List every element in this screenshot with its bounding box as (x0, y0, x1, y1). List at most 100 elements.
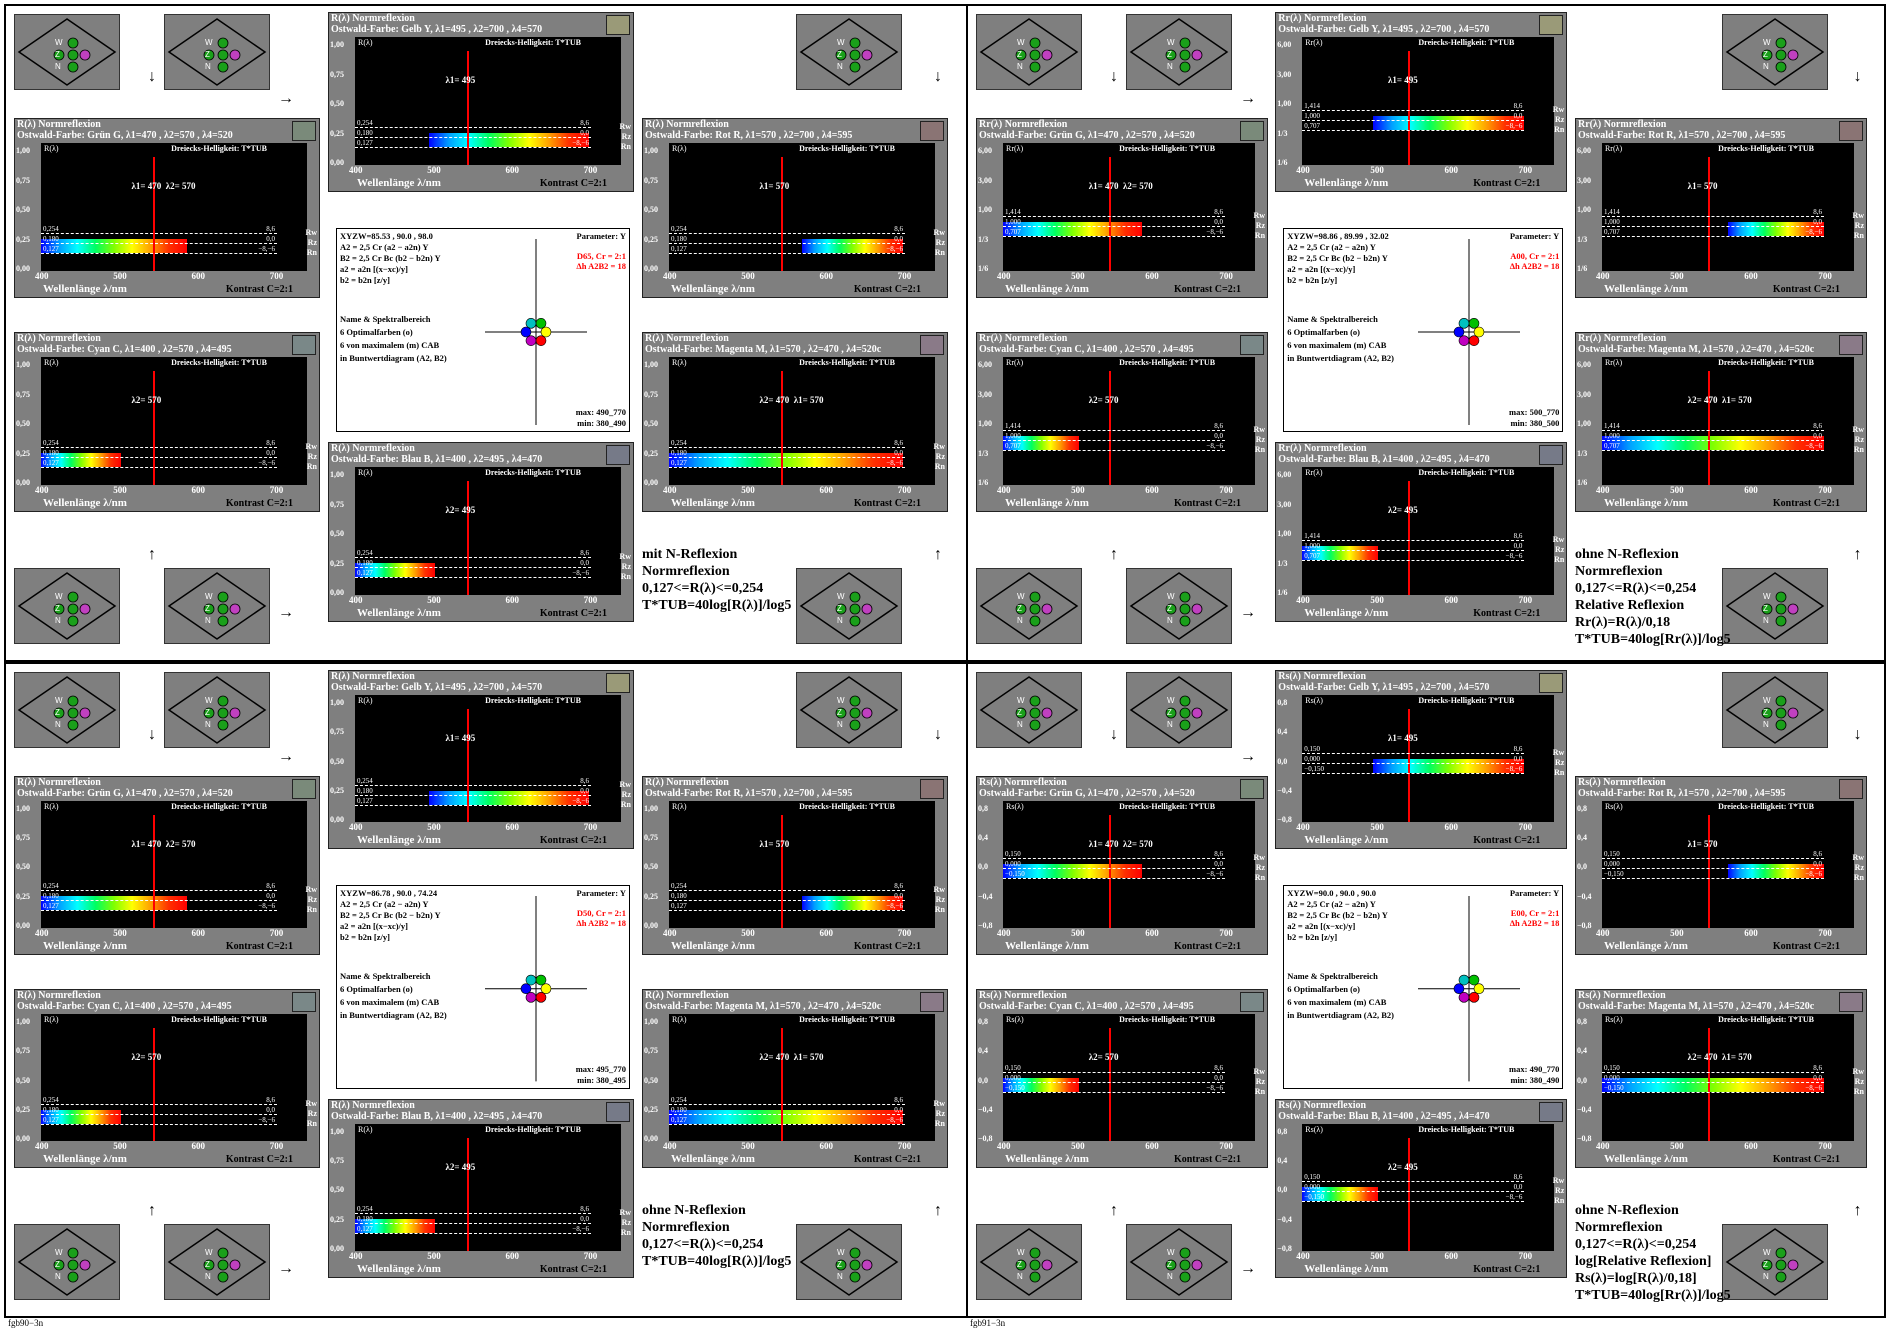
r-label: Rz (621, 562, 631, 571)
node-circle (217, 61, 229, 73)
reference-value: 1,414 (1304, 102, 1321, 111)
spectrum-band (1727, 864, 1824, 879)
spectrum-band (669, 1109, 904, 1124)
lambda-label: λ2= 495 (445, 1161, 476, 1172)
icon-node-label: W (1763, 696, 1771, 705)
caption-line: Relative Reflexion (1574, 598, 1685, 613)
r-value: 0,0 (1513, 542, 1523, 551)
icon-node-label: N (1017, 720, 1023, 729)
x-axis-label: Wellenlänge λ/nm (357, 1263, 441, 1276)
x-tick-label: 500 (741, 271, 755, 281)
x-tick-label: 500 (1071, 928, 1085, 939)
reference-value: 0,180 (357, 129, 373, 137)
diamond-icon: WZN (799, 18, 899, 86)
icon-node-label: N (837, 1272, 843, 1281)
node-circle (1029, 49, 1041, 61)
reference-line (1003, 858, 1226, 860)
x-axis-label: Wellenlänge λ/nm (1005, 497, 1089, 509)
plot-area: Dreiecks-Helligkeit: T*TUB R(λ) λ2= 495 0,2… (355, 1123, 621, 1252)
r-value: −8,−6 (258, 1115, 275, 1124)
r-label: Rn (1254, 873, 1266, 883)
node-circle (1775, 615, 1787, 627)
chart-panel-c: R(λ) Normreflexion Ostwald-Farbe: Cyan C,… (14, 989, 320, 1169)
node-circle (67, 695, 79, 707)
lambda-label: λ1= 495 (1387, 75, 1418, 86)
icon-node-label: W (55, 38, 63, 47)
x-axis-label: Wellenlänge λ/nm (1304, 834, 1389, 847)
y-tick-label: 1,00 (644, 803, 658, 813)
dreiecks-helligkeit-label: Dreiecks-Helligkeit: T*TUB (799, 144, 895, 153)
x-tick-label: 400 (997, 485, 1011, 495)
x-tick-label: 400 (663, 1141, 677, 1152)
reference-value: −0,150 (1304, 764, 1324, 773)
chart-panel-c: Rr(λ) Normreflexion Ostwald-Farbe: Cyan C… (976, 332, 1269, 512)
diamond-icon: WZN (799, 1228, 899, 1296)
r-value: −8,−6 (572, 139, 589, 147)
icon-node-label: W (205, 1248, 213, 1257)
reference-value: 0,150 (1005, 1063, 1021, 1072)
y-tick-label: 3,00 (978, 175, 992, 185)
x-tick-label: 500 (1370, 822, 1384, 833)
plot-area: Dreiecks-Helligkeit: T*TUB Rs(λ) λ1= 495 0,… (1302, 695, 1555, 823)
panel-title: Rr(λ) Normreflexion (1278, 443, 1367, 454)
spectrum-band (429, 790, 590, 805)
hue-circle (535, 335, 547, 346)
node-circle (1015, 49, 1027, 61)
x-tick-label: 700 (1219, 485, 1233, 495)
y-tick-label: 0,8 (1576, 1017, 1587, 1026)
node-circle (1179, 603, 1191, 615)
x-tick-label: 500 (1670, 1141, 1684, 1152)
y-axis-label: R(λ) (44, 144, 59, 153)
r-value: 0,0 (580, 786, 589, 795)
y-tick-label: 1/6 (1576, 478, 1588, 487)
x-tick-label: 500 (1071, 485, 1085, 495)
y-axis-label: Rr(λ) (1006, 358, 1024, 367)
lambda-marker-line (1408, 709, 1411, 823)
flow-arrow: ↑ (148, 546, 156, 563)
flow-arrow: ↑ (934, 546, 942, 563)
r-label: Rn (1853, 231, 1864, 241)
reference-value: 0,127 (43, 902, 59, 911)
reference-value: 0,707 (1304, 552, 1321, 561)
reference-value: 0,127 (671, 902, 687, 911)
info-line: in Buntwertdiagram (A2, B2) (1287, 353, 1395, 363)
r-value: 8,6 (580, 549, 589, 557)
diamond-icon: WZN (167, 572, 267, 640)
color-wheel-diagram (485, 896, 587, 1082)
info-line: A2 = 2,5 Cr (a2 − a2n) Y (340, 242, 429, 252)
panel-subtitle: Ostwald-Farbe: Grün G, λ1=470 , λ2=570 ,… (17, 130, 233, 141)
icon-node-label: Z (1167, 604, 1172, 613)
info-line: in Buntwertdiagram (A2, B2) (1287, 1010, 1395, 1021)
caption-line: 0,127<=R(λ)<=0,254 (1574, 581, 1697, 596)
r-label: Rn (1554, 125, 1565, 135)
x-tick-label: 600 (819, 271, 833, 281)
dh-label: Δh A2B2 = 18 (1509, 918, 1560, 929)
chart-panel-m: Rs(λ) Normreflexion Ostwald-Farbe: Magent… (1574, 989, 1867, 1169)
icon-node-label: Z (837, 50, 842, 59)
r-label: Rw (1852, 211, 1864, 221)
r-label: Rz (621, 1218, 631, 1228)
color-swatch (1539, 673, 1564, 693)
plot-area: Dreiecks-Helligkeit: T*TUB R(λ) λ1= 495 0,2… (355, 37, 621, 165)
hue-circle (535, 318, 547, 329)
spectrum-band (1003, 222, 1142, 237)
reference-line (669, 253, 905, 254)
caption-line: Rr(λ)=R(λ)/0,18 (1574, 615, 1671, 630)
hue-circle (1459, 975, 1470, 986)
contrast-label: Kontrast C=2:1 (1772, 941, 1840, 953)
x-tick-label: 600 (1744, 271, 1758, 281)
info-line: XYZW=98.86 , 89.99 , 32.02 (1287, 231, 1389, 241)
y-axis-label: R(λ) (672, 144, 687, 153)
node-circle (1179, 1247, 1191, 1259)
reference-value: 1,414 (1005, 208, 1021, 217)
lambda-label: λ1= 495 (445, 75, 476, 86)
icon-node-label: W (1167, 1248, 1175, 1257)
hue-circle (525, 975, 537, 986)
x-tick-label: 400 (35, 928, 49, 939)
min-label: min: 380_500 (1510, 418, 1560, 428)
y-tick-label: 1,00 (16, 360, 30, 369)
info-line: B2 = 2,5 Cr Bc (b2 − b2n) Y (1287, 253, 1388, 263)
y-tick-label: 0,00 (644, 921, 658, 931)
figure-block: W Z N W Z N W Z N W Z N W Z N W Z N ↓ → ↓ ↑ → ↑ Rs(λ) Normreflex… (966, 662, 1886, 1328)
r-value: −8,−6 (1206, 442, 1224, 451)
